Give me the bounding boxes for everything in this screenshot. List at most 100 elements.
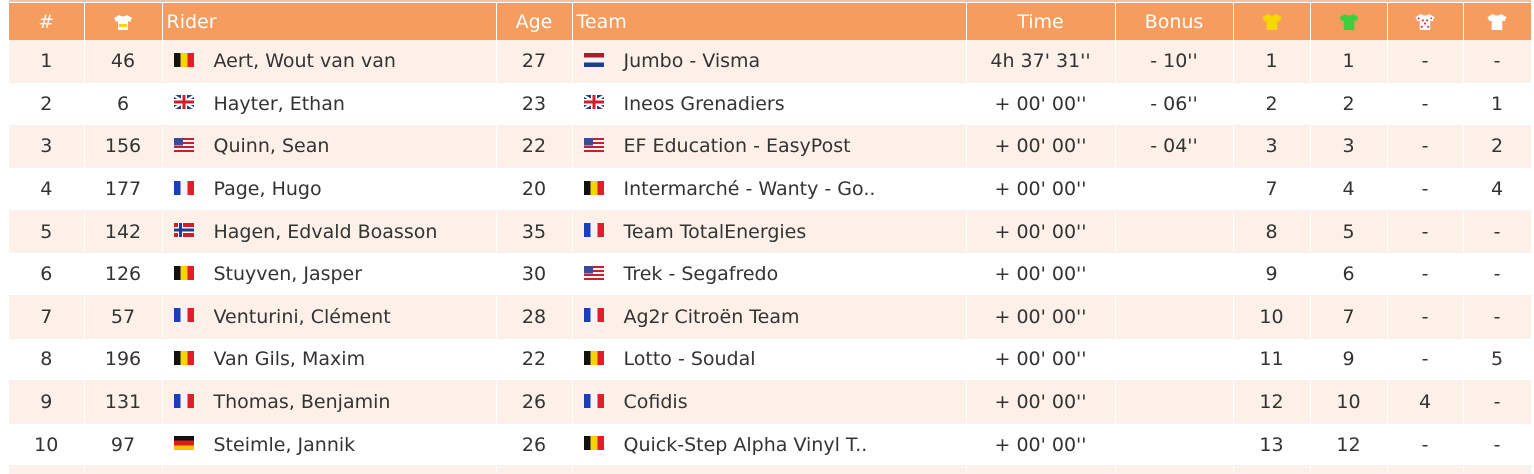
team-name-link[interactable]: Jumbo - Visma bbox=[623, 50, 761, 73]
age-cell: 22 bbox=[496, 338, 573, 382]
rider-nationality-flag-icon bbox=[173, 223, 194, 238]
rider-name-link[interactable]: Stuyven, Jasper bbox=[213, 263, 363, 286]
col-kom-header[interactable] bbox=[1387, 3, 1464, 40]
rider-name-cell: Hayter, Ethan bbox=[162, 82, 497, 126]
col-bib-header[interactable] bbox=[84, 3, 163, 40]
bonus-cell bbox=[1115, 380, 1234, 424]
team-nationality-flag-icon bbox=[583, 436, 604, 451]
bonus-cell: - 04'' bbox=[1115, 125, 1234, 169]
gc-rank-cell: 13 bbox=[1233, 423, 1311, 467]
rider-name-link[interactable]: Quinn, Sean bbox=[213, 135, 330, 158]
table-row[interactable]: 8 196 Van Gils, Maxim 22 Lotto - Soudal + 00'… bbox=[9, 338, 1532, 382]
rider-name-cell: Steimle, Jannik bbox=[162, 423, 497, 467]
results-body: 1 46 Aert, Wout van van 27 Jumbo - Visma 4h 3… bbox=[9, 40, 1532, 474]
rider-name-link[interactable]: Aert, Wout van van bbox=[213, 50, 396, 73]
bib-number-cell: 196 bbox=[84, 338, 163, 382]
table-row[interactable]: 2 6 Hayter, Ethan 23 Ineos Grenadiers + 00' 0… bbox=[9, 82, 1532, 126]
rider-name-link[interactable]: Hagen, Edvald Boasson bbox=[213, 220, 438, 243]
table-row[interactable]: 6 126 Stuyven, Jasper 30 Trek - Segafredo + 0… bbox=[9, 252, 1532, 297]
col-rider-header[interactable]: Rider bbox=[162, 3, 497, 40]
green-jersey-icon bbox=[1338, 14, 1359, 30]
empty-cell bbox=[9, 465, 85, 474]
youth-rank-cell: - bbox=[1463, 40, 1532, 84]
time-cell: + 00' 00'' bbox=[966, 125, 1116, 169]
bib-number-cell: 156 bbox=[84, 125, 163, 169]
bonus-cell bbox=[1115, 295, 1234, 339]
team-name-link[interactable]: Team TotalEnergies bbox=[623, 220, 807, 243]
empty-cell bbox=[1310, 465, 1388, 474]
team-name-link[interactable]: Ineos Grenadiers bbox=[623, 92, 785, 115]
youth-rank-cell: - bbox=[1463, 295, 1532, 339]
age-cell: 23 bbox=[496, 82, 573, 126]
points-rank-cell: 6 bbox=[1310, 252, 1388, 297]
rider-nationality-flag-icon bbox=[173, 52, 194, 67]
team-name-link[interactable]: Cofidis bbox=[623, 391, 688, 414]
bib-number-cell: 57 bbox=[84, 295, 163, 339]
rank-cell: 5 bbox=[9, 210, 85, 254]
team-name-link[interactable]: Quick-Step Alpha Vinyl T.. bbox=[623, 433, 868, 456]
time-cell: + 00' 00'' bbox=[966, 295, 1116, 339]
col-age-header[interactable]: Age bbox=[496, 3, 573, 40]
col-gc-header[interactable] bbox=[1233, 3, 1311, 40]
team-name-link[interactable]: Trek - Segafredo bbox=[623, 263, 779, 286]
bib-number-cell: 177 bbox=[84, 167, 163, 211]
col-youth-header[interactable] bbox=[1463, 3, 1531, 40]
gc-rank-cell: 7 bbox=[1233, 167, 1311, 211]
table-row[interactable]: 9 131 Thomas, Benjamin 26 Cofidis + 00' 00'' 1… bbox=[9, 380, 1532, 424]
youth-rank-cell: 2 bbox=[1463, 125, 1532, 169]
col-team-header[interactable]: Team bbox=[572, 3, 967, 40]
time-cell: 4h 37' 31'' bbox=[966, 40, 1116, 84]
col-points-header[interactable] bbox=[1310, 3, 1388, 40]
col-rank-header[interactable]: # bbox=[9, 3, 85, 40]
rank-cell: 2 bbox=[9, 82, 85, 126]
kom-rank-cell: - bbox=[1387, 40, 1464, 84]
rider-name-link[interactable]: Venturini, Clément bbox=[213, 305, 391, 328]
rider-name-link[interactable]: Page, Hugo bbox=[213, 178, 322, 201]
table-row-partial bbox=[9, 465, 1532, 474]
gc-rank-cell: 9 bbox=[1233, 252, 1311, 297]
col-bonus-header[interactable]: Bonus bbox=[1115, 3, 1234, 40]
time-cell: + 00' 00'' bbox=[966, 380, 1116, 424]
rider-nationality-flag-icon bbox=[173, 350, 194, 365]
points-rank-cell: 12 bbox=[1310, 423, 1388, 467]
table-row[interactable]: 3 156 Quinn, Sean 22 EF Education - EasyPost… bbox=[9, 125, 1532, 169]
rider-name-link[interactable]: Hayter, Ethan bbox=[213, 92, 345, 115]
table-row[interactable]: 5 142 Hagen, Edvald Boasson 35 Team TotalEne… bbox=[9, 210, 1532, 254]
bib-number-cell: 131 bbox=[84, 380, 163, 424]
rank-cell: 8 bbox=[9, 338, 85, 382]
empty-cell bbox=[496, 465, 573, 474]
team-name-link[interactable]: Ag2r Citroën Team bbox=[623, 305, 800, 328]
team-name-link[interactable]: EF Education - EasyPost bbox=[623, 135, 851, 158]
time-cell: + 00' 00'' bbox=[966, 338, 1116, 382]
youth-rank-cell: - bbox=[1463, 380, 1532, 424]
empty-cell bbox=[966, 465, 1116, 474]
points-rank-cell: 1 bbox=[1310, 40, 1388, 84]
rider-nationality-flag-icon bbox=[173, 137, 194, 152]
team-name-cell: EF Education - EasyPost bbox=[572, 125, 967, 169]
number-jersey-icon bbox=[114, 14, 132, 30]
table-row[interactable]: 4 177 Page, Hugo 20 Intermarché - Wanty - Go… bbox=[9, 167, 1532, 211]
kom-rank-cell: - bbox=[1387, 295, 1464, 339]
team-name-link[interactable]: Lotto - Soudal bbox=[623, 348, 756, 371]
col-time-header[interactable]: Time bbox=[966, 3, 1116, 40]
age-cell: 26 bbox=[496, 423, 573, 467]
rider-name-cell: Van Gils, Maxim bbox=[162, 338, 497, 382]
table-row[interactable]: 1 46 Aert, Wout van van 27 Jumbo - Visma 4h 3… bbox=[9, 40, 1532, 84]
rider-name-link[interactable]: Thomas, Benjamin bbox=[213, 391, 391, 414]
rank-cell: 7 bbox=[9, 295, 85, 339]
rider-name-cell: Stuyven, Jasper bbox=[162, 252, 497, 297]
table-row[interactable]: 7 57 Venturini, Clément 28 Ag2r Citroën Team… bbox=[9, 295, 1532, 339]
table-row[interactable]: 10 97 Steimle, Jannik 26 Quick-Step Alpha Vi… bbox=[9, 423, 1532, 467]
rider-name-link[interactable]: Steimle, Jannik bbox=[213, 433, 356, 456]
age-cell: 30 bbox=[496, 252, 573, 297]
rider-name-link[interactable]: Van Gils, Maxim bbox=[213, 348, 366, 371]
bib-number-cell: 6 bbox=[84, 82, 163, 126]
team-name-link[interactable]: Intermarché - Wanty - Go.. bbox=[623, 178, 876, 201]
bonus-cell bbox=[1115, 338, 1234, 382]
time-cell: + 00' 00'' bbox=[966, 252, 1116, 297]
rank-cell: 3 bbox=[9, 125, 85, 169]
team-name-cell: Cofidis bbox=[572, 380, 967, 424]
rider-name-cell: Hagen, Edvald Boasson bbox=[162, 210, 497, 254]
points-rank-cell: 7 bbox=[1310, 295, 1388, 339]
kom-rank-cell: - bbox=[1387, 210, 1464, 254]
